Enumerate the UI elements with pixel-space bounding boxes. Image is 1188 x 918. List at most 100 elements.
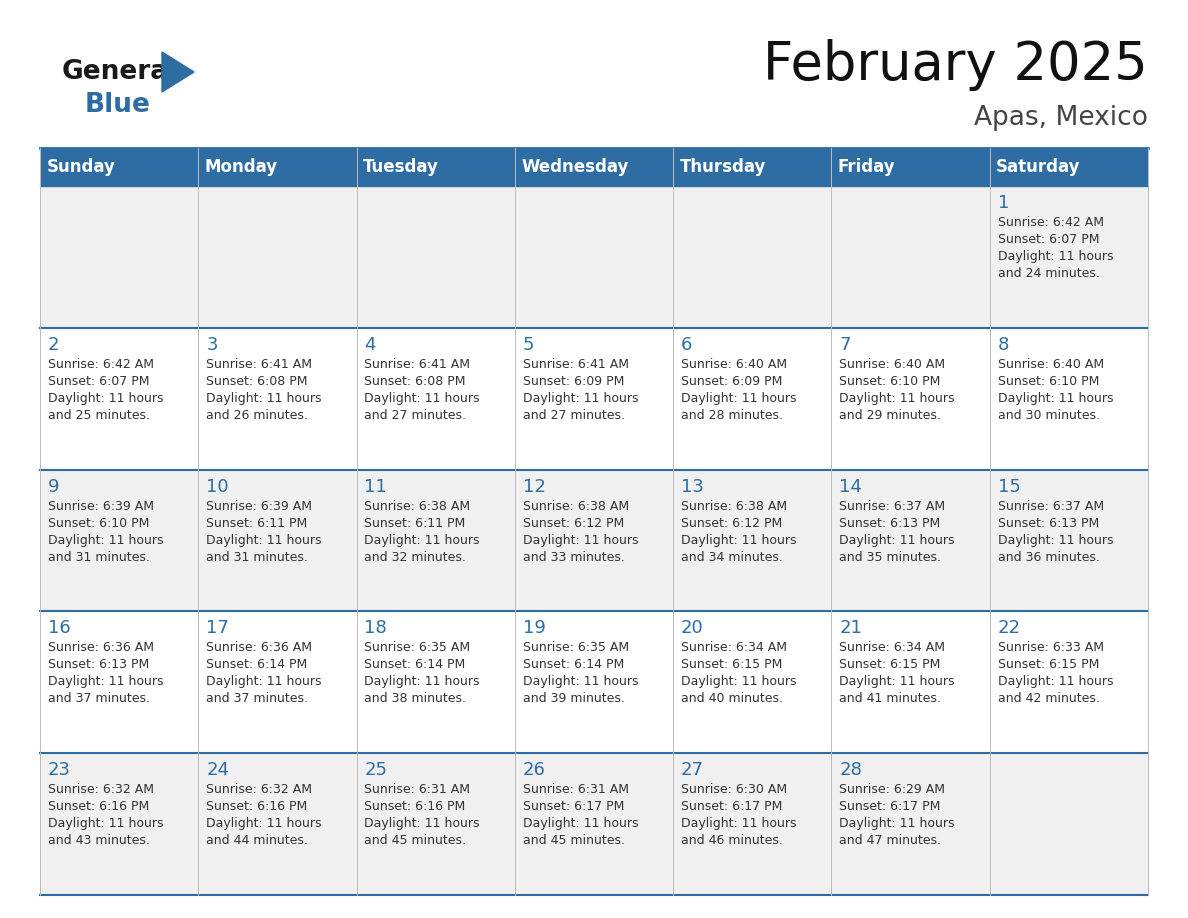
Bar — [990, 328, 1148, 470]
Text: Daylight: 11 hours: Daylight: 11 hours — [365, 533, 480, 546]
Text: Daylight: 11 hours: Daylight: 11 hours — [48, 392, 164, 405]
Bar — [514, 753, 674, 895]
Text: Sunset: 6:13 PM: Sunset: 6:13 PM — [840, 517, 941, 530]
Text: Daylight: 11 hours: Daylight: 11 hours — [48, 533, 164, 546]
Text: Sunrise: 6:37 AM: Sunrise: 6:37 AM — [840, 499, 946, 512]
Bar — [832, 148, 990, 186]
Text: Daylight: 11 hours: Daylight: 11 hours — [681, 817, 797, 830]
Text: Sunrise: 6:40 AM: Sunrise: 6:40 AM — [840, 358, 946, 371]
Bar — [832, 753, 990, 895]
Text: Apas, Mexico: Apas, Mexico — [974, 105, 1148, 131]
Bar — [198, 328, 356, 470]
Text: Daylight: 11 hours: Daylight: 11 hours — [840, 817, 955, 830]
Bar — [198, 186, 356, 328]
Text: Sunrise: 6:37 AM: Sunrise: 6:37 AM — [998, 499, 1104, 512]
Text: 22: 22 — [998, 620, 1020, 637]
Text: and 47 minutes.: and 47 minutes. — [840, 834, 941, 847]
Bar — [674, 470, 832, 611]
Text: 12: 12 — [523, 477, 545, 496]
Text: Sunset: 6:17 PM: Sunset: 6:17 PM — [681, 800, 783, 813]
Bar — [356, 328, 514, 470]
Text: and 33 minutes.: and 33 minutes. — [523, 551, 625, 564]
Bar — [990, 470, 1148, 611]
Bar — [990, 753, 1148, 895]
Bar — [356, 611, 514, 753]
Text: Daylight: 11 hours: Daylight: 11 hours — [365, 392, 480, 405]
Text: and 36 minutes.: and 36 minutes. — [998, 551, 1100, 564]
Bar — [514, 611, 674, 753]
Text: 10: 10 — [207, 477, 229, 496]
Text: Sunrise: 6:38 AM: Sunrise: 6:38 AM — [365, 499, 470, 512]
Text: Sunset: 6:10 PM: Sunset: 6:10 PM — [840, 375, 941, 387]
Text: Sunset: 6:13 PM: Sunset: 6:13 PM — [998, 517, 1099, 530]
Text: and 39 minutes.: and 39 minutes. — [523, 692, 625, 705]
Text: Daylight: 11 hours: Daylight: 11 hours — [48, 676, 164, 688]
Bar — [40, 186, 198, 328]
Text: Sunset: 6:14 PM: Sunset: 6:14 PM — [207, 658, 308, 671]
Bar — [40, 148, 198, 186]
Text: Sunset: 6:16 PM: Sunset: 6:16 PM — [48, 800, 150, 813]
Text: and 37 minutes.: and 37 minutes. — [207, 692, 308, 705]
Text: 19: 19 — [523, 620, 545, 637]
Bar — [356, 186, 514, 328]
Text: Sunset: 6:17 PM: Sunset: 6:17 PM — [523, 800, 624, 813]
Text: Daylight: 11 hours: Daylight: 11 hours — [365, 676, 480, 688]
Text: 16: 16 — [48, 620, 70, 637]
Bar — [674, 611, 832, 753]
Text: Daylight: 11 hours: Daylight: 11 hours — [840, 533, 955, 546]
Text: Daylight: 11 hours: Daylight: 11 hours — [207, 676, 322, 688]
Bar — [514, 328, 674, 470]
Text: Sunrise: 6:39 AM: Sunrise: 6:39 AM — [207, 499, 312, 512]
Text: Sunrise: 6:36 AM: Sunrise: 6:36 AM — [48, 642, 154, 655]
Text: Daylight: 11 hours: Daylight: 11 hours — [523, 676, 638, 688]
Bar — [356, 470, 514, 611]
Text: Sunrise: 6:34 AM: Sunrise: 6:34 AM — [840, 642, 946, 655]
Text: Saturday: Saturday — [996, 158, 1081, 176]
Text: 2: 2 — [48, 336, 59, 353]
Text: Daylight: 11 hours: Daylight: 11 hours — [681, 533, 797, 546]
Bar — [40, 753, 198, 895]
Text: Daylight: 11 hours: Daylight: 11 hours — [523, 817, 638, 830]
Text: and 34 minutes.: and 34 minutes. — [681, 551, 783, 564]
Text: and 26 minutes.: and 26 minutes. — [207, 409, 308, 421]
Bar — [990, 611, 1148, 753]
Bar — [674, 328, 832, 470]
Text: Daylight: 11 hours: Daylight: 11 hours — [207, 817, 322, 830]
Text: and 40 minutes.: and 40 minutes. — [681, 692, 783, 705]
Text: Sunset: 6:11 PM: Sunset: 6:11 PM — [365, 517, 466, 530]
Text: Sunrise: 6:32 AM: Sunrise: 6:32 AM — [207, 783, 312, 796]
Text: and 31 minutes.: and 31 minutes. — [207, 551, 308, 564]
Text: Sunset: 6:17 PM: Sunset: 6:17 PM — [840, 800, 941, 813]
Text: Tuesday: Tuesday — [362, 158, 438, 176]
Text: Sunrise: 6:38 AM: Sunrise: 6:38 AM — [681, 499, 788, 512]
Text: 11: 11 — [365, 477, 387, 496]
Text: and 45 minutes.: and 45 minutes. — [365, 834, 467, 847]
Text: and 32 minutes.: and 32 minutes. — [365, 551, 467, 564]
Text: Sunset: 6:16 PM: Sunset: 6:16 PM — [207, 800, 308, 813]
Text: 21: 21 — [840, 620, 862, 637]
Bar — [356, 753, 514, 895]
Text: Daylight: 11 hours: Daylight: 11 hours — [207, 392, 322, 405]
Text: and 29 minutes.: and 29 minutes. — [840, 409, 941, 421]
Text: Sunrise: 6:40 AM: Sunrise: 6:40 AM — [998, 358, 1104, 371]
Text: Sunrise: 6:33 AM: Sunrise: 6:33 AM — [998, 642, 1104, 655]
Bar — [990, 186, 1148, 328]
Text: Sunrise: 6:39 AM: Sunrise: 6:39 AM — [48, 499, 154, 512]
Text: Sunset: 6:09 PM: Sunset: 6:09 PM — [681, 375, 783, 387]
Text: 23: 23 — [48, 761, 71, 779]
Text: Sunrise: 6:40 AM: Sunrise: 6:40 AM — [681, 358, 788, 371]
Text: Daylight: 11 hours: Daylight: 11 hours — [48, 817, 164, 830]
Text: 13: 13 — [681, 477, 704, 496]
Text: Sunset: 6:10 PM: Sunset: 6:10 PM — [48, 517, 150, 530]
Text: Sunset: 6:07 PM: Sunset: 6:07 PM — [998, 233, 1099, 246]
Bar — [674, 148, 832, 186]
Text: Daylight: 11 hours: Daylight: 11 hours — [998, 676, 1113, 688]
Text: 26: 26 — [523, 761, 545, 779]
Text: Sunset: 6:10 PM: Sunset: 6:10 PM — [998, 375, 1099, 387]
Bar — [40, 328, 198, 470]
Bar — [40, 470, 198, 611]
Text: Daylight: 11 hours: Daylight: 11 hours — [523, 533, 638, 546]
Text: Thursday: Thursday — [680, 158, 766, 176]
Text: Sunrise: 6:42 AM: Sunrise: 6:42 AM — [48, 358, 154, 371]
Text: Sunset: 6:08 PM: Sunset: 6:08 PM — [365, 375, 466, 387]
